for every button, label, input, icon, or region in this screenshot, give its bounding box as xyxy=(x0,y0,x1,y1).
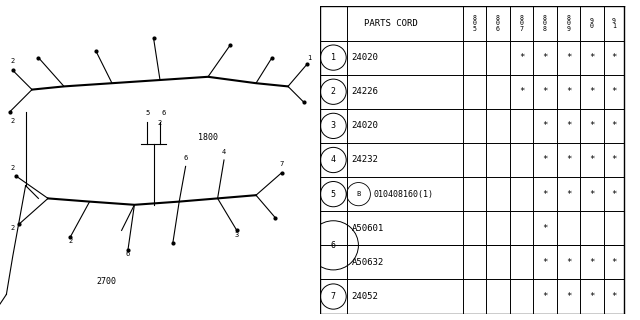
Text: *: * xyxy=(566,190,572,199)
Text: *: * xyxy=(542,156,548,164)
Text: 24232: 24232 xyxy=(351,156,378,164)
Text: 4: 4 xyxy=(222,148,226,155)
Text: *: * xyxy=(542,258,548,267)
Text: *: * xyxy=(611,156,617,164)
Text: 6: 6 xyxy=(331,241,336,250)
Text: 2: 2 xyxy=(11,225,15,231)
Text: 9
0: 9 0 xyxy=(590,18,594,29)
Text: *: * xyxy=(542,53,548,62)
Text: A50601: A50601 xyxy=(351,224,383,233)
Text: 5: 5 xyxy=(145,110,149,116)
Text: B: B xyxy=(356,191,361,197)
Text: *: * xyxy=(566,121,572,130)
Text: 2: 2 xyxy=(11,118,15,124)
Text: 4: 4 xyxy=(331,156,336,164)
Text: *: * xyxy=(611,53,617,62)
Text: *: * xyxy=(611,87,617,96)
Text: *: * xyxy=(566,258,572,267)
Text: PARTS CORD: PARTS CORD xyxy=(364,19,418,28)
Text: *: * xyxy=(611,121,617,130)
Text: 1: 1 xyxy=(307,55,312,60)
Text: 24052: 24052 xyxy=(351,292,378,301)
Text: *: * xyxy=(566,87,572,96)
Text: *: * xyxy=(589,121,595,130)
Text: 3: 3 xyxy=(331,121,336,130)
Text: *: * xyxy=(542,190,548,199)
Text: A50632: A50632 xyxy=(351,258,383,267)
Text: 5: 5 xyxy=(331,190,336,199)
Text: 2: 2 xyxy=(331,87,336,96)
Text: 24226: 24226 xyxy=(351,87,378,96)
Text: 2: 2 xyxy=(11,58,15,64)
Text: *: * xyxy=(566,156,572,164)
Text: *: * xyxy=(589,87,595,96)
Text: *: * xyxy=(519,53,524,62)
Text: *: * xyxy=(589,258,595,267)
Text: 24020: 24020 xyxy=(351,53,378,62)
Text: *: * xyxy=(611,292,617,301)
Text: 010408160(1): 010408160(1) xyxy=(373,190,433,199)
Text: 9
1: 9 1 xyxy=(612,18,616,29)
Text: 8
0
5: 8 0 5 xyxy=(472,15,476,32)
Text: 1: 1 xyxy=(331,53,336,62)
Text: *: * xyxy=(589,292,595,301)
Text: *: * xyxy=(542,292,548,301)
Text: 1800: 1800 xyxy=(198,133,218,142)
Text: 6: 6 xyxy=(184,155,188,161)
Text: 6: 6 xyxy=(161,110,165,116)
Text: 8
0
9: 8 0 9 xyxy=(566,15,570,32)
Text: *: * xyxy=(611,190,617,199)
Text: *: * xyxy=(589,53,595,62)
Text: 8
0
7: 8 0 7 xyxy=(520,15,524,32)
Text: 2700: 2700 xyxy=(96,277,116,286)
Text: 24020: 24020 xyxy=(351,121,378,130)
Text: 2: 2 xyxy=(68,238,72,244)
Text: 6: 6 xyxy=(126,251,130,257)
Text: *: * xyxy=(589,156,595,164)
Text: *: * xyxy=(589,190,595,199)
Text: *: * xyxy=(542,121,548,130)
Text: 7: 7 xyxy=(280,161,284,167)
Text: 8
0
6: 8 0 6 xyxy=(496,15,500,32)
Text: *: * xyxy=(519,87,524,96)
Text: 7: 7 xyxy=(331,292,336,301)
Text: 2: 2 xyxy=(158,120,162,126)
Text: 3: 3 xyxy=(235,232,239,238)
Text: *: * xyxy=(542,224,548,233)
Text: *: * xyxy=(611,258,617,267)
Text: *: * xyxy=(542,87,548,96)
Text: *: * xyxy=(566,292,572,301)
Text: 2: 2 xyxy=(11,164,15,171)
Text: 8
0
8: 8 0 8 xyxy=(543,15,547,32)
Text: *: * xyxy=(566,53,572,62)
